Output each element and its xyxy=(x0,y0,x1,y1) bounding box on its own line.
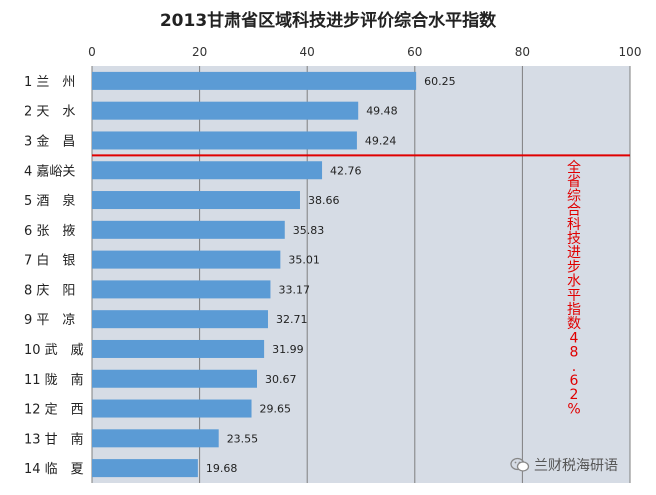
category-label: 7 白 银 xyxy=(24,253,75,269)
bar xyxy=(92,131,357,150)
category-label: 3 金 昌 xyxy=(24,133,75,149)
bar-value-label: 30.67 xyxy=(265,373,297,386)
bar-value-label: 23.55 xyxy=(227,432,259,445)
category-label: 1 兰 州 xyxy=(24,75,75,90)
x-tick-label: 0 xyxy=(88,45,96,59)
bar xyxy=(92,459,198,478)
category-label: 4 嘉峪关 xyxy=(24,164,75,179)
bar-value-label: 42.76 xyxy=(330,164,362,177)
bar xyxy=(92,280,271,299)
watermark-text: 兰财税海研语 xyxy=(534,458,618,474)
category-label: 14 临 夏 xyxy=(24,462,84,477)
category-label: 9 平 凉 xyxy=(24,313,75,328)
bar xyxy=(92,250,281,269)
reference-line-label: 全省综合科技进步水平指数 4 8. 6 2% xyxy=(567,159,581,417)
bar xyxy=(92,339,265,358)
bar xyxy=(92,101,359,120)
bar-value-label: 32.71 xyxy=(276,313,308,326)
x-tick-label: 60 xyxy=(407,45,422,59)
bar-value-label: 29.65 xyxy=(260,403,292,416)
x-tick-label: 80 xyxy=(515,45,530,59)
bar-value-label: 38.66 xyxy=(308,194,340,207)
category-label: 8 庆 阳 xyxy=(24,283,75,298)
bar-value-label: 49.48 xyxy=(366,105,398,118)
x-tick-label: 40 xyxy=(300,45,315,59)
bar-value-label: 49.24 xyxy=(365,134,397,147)
bar xyxy=(92,369,258,388)
watermark: 兰财税海研语 xyxy=(510,455,618,475)
bar-value-label: 35.83 xyxy=(293,224,325,237)
category-label: 5 酒 泉 xyxy=(24,193,75,209)
x-tick-label: 20 xyxy=(192,45,207,59)
bar xyxy=(92,71,417,90)
x-tick-label: 100 xyxy=(619,45,642,59)
bar xyxy=(92,399,252,418)
category-label: 2 天 水 xyxy=(24,105,75,120)
bar-value-label: 19.68 xyxy=(206,462,238,475)
bar-value-label: 31.99 xyxy=(272,343,304,356)
plot-area xyxy=(92,66,630,483)
chart-title: 2013甘肃省区域科技进步评价综合水平指数 xyxy=(159,11,497,31)
bar xyxy=(92,191,300,210)
bar-value-label: 35.01 xyxy=(288,254,320,267)
bar-value-label: 60.25 xyxy=(424,75,456,88)
bar xyxy=(92,310,268,329)
bar xyxy=(92,429,219,448)
category-label: 13 甘 南 xyxy=(24,431,84,447)
bar xyxy=(92,220,285,239)
category-label: 10 武 威 xyxy=(24,343,84,358)
bar xyxy=(92,161,323,180)
category-label: 12 定 西 xyxy=(24,403,84,418)
category-label: 6 张 掖 xyxy=(24,224,75,239)
category-label: 11 陇 南 xyxy=(24,372,84,388)
wechat-icon xyxy=(510,457,530,473)
bar-value-label: 33.17 xyxy=(278,283,310,296)
